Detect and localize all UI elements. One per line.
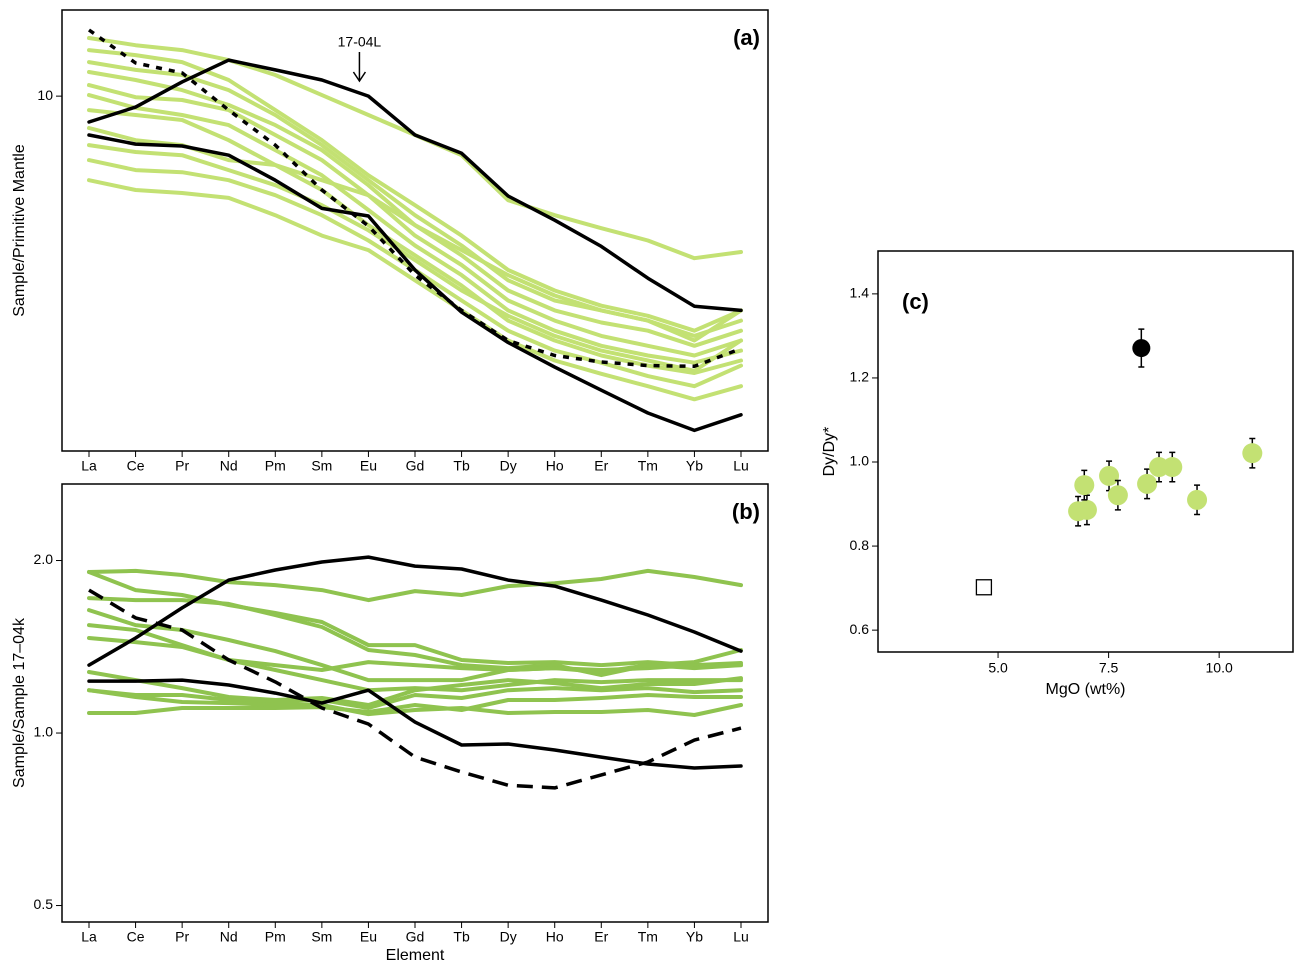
- y-tick-label: 0.6: [850, 621, 870, 637]
- sample-line: [87, 688, 743, 717]
- annotation-arrowhead: [352, 71, 367, 83]
- x-tick-label: La: [81, 929, 97, 945]
- plot-frame: [61, 9, 769, 452]
- sample-line: [87, 83, 743, 358]
- plot-frame: [877, 250, 1294, 653]
- x-axis-label: MgO (wt%): [1046, 681, 1126, 698]
- sample-line: [87, 570, 743, 668]
- sample-line: [87, 670, 743, 707]
- sample-line: [87, 93, 743, 365]
- sample-line: [87, 143, 743, 373]
- x-tick-label: Ho: [546, 929, 564, 945]
- x-tick-label: Yb: [686, 929, 703, 945]
- x-tick-label: Er: [594, 458, 608, 474]
- sample-line: [87, 693, 743, 715]
- x-tick-label: Tm: [638, 929, 658, 945]
- x-tick-label: Nd: [220, 458, 238, 474]
- y-tick-label: 2.0: [34, 551, 54, 567]
- point: [975, 579, 993, 596]
- x-tick-label: Nd: [220, 929, 238, 945]
- x-tick-label: Pm: [265, 458, 286, 474]
- reference-line: [87, 678, 743, 770]
- x-tick-label: Dy: [500, 929, 517, 945]
- point: [1137, 473, 1158, 494]
- y-tick-label: 1.0: [850, 453, 870, 469]
- point: [1074, 475, 1095, 496]
- reference-line: [87, 28, 742, 369]
- x-tick-label: Gd: [406, 929, 425, 945]
- x-tick-label: Tb: [453, 929, 470, 945]
- panel-label: (a): [733, 25, 760, 50]
- sample-line: [87, 48, 743, 333]
- sample-line: [87, 108, 743, 375]
- point: [1187, 489, 1208, 510]
- panel-label: (b): [732, 499, 760, 524]
- x-tick-label: Gd: [406, 458, 425, 474]
- x-tick-label: 7.5: [1099, 660, 1119, 676]
- sample-line: [87, 60, 743, 338]
- sample-line: [87, 70, 743, 348]
- plot-area: [87, 555, 743, 790]
- y-tick-label: 1.4: [850, 285, 870, 301]
- x-tick-label: Lu: [733, 458, 749, 474]
- y-tick-label: 1.0: [34, 724, 54, 740]
- reference-line: [87, 133, 743, 433]
- x-tick-label: Tb: [453, 458, 470, 474]
- y-tick-label: 0.8: [850, 537, 870, 553]
- x-tick-label: Lu: [733, 929, 749, 945]
- point: [1107, 485, 1128, 506]
- x-tick-label: Ho: [546, 458, 564, 474]
- sample-line: [87, 178, 743, 402]
- sample-line: [87, 686, 743, 710]
- x-tick-label: La: [81, 458, 97, 474]
- y-tick-label: 1.2: [850, 369, 870, 385]
- y-tick-label: 10: [37, 87, 53, 103]
- point: [1076, 499, 1097, 520]
- annotation: 17-04L: [338, 34, 382, 50]
- x-tick-label: 10.0: [1206, 660, 1233, 676]
- point: [1099, 465, 1120, 486]
- x-tick-label: Eu: [360, 929, 377, 945]
- x-tick-label: Sm: [311, 458, 332, 474]
- x-tick-label: Ce: [127, 458, 145, 474]
- y-axis-label: Dy/Dy*: [821, 427, 838, 477]
- y-axis-label: Sample/Primitive Mantle: [11, 144, 28, 317]
- y-axis-label: Sample/Sample 17–04k: [11, 617, 28, 788]
- x-tick-label: Pm: [265, 929, 286, 945]
- plot-area: [87, 28, 743, 433]
- reference-line: [87, 58, 743, 313]
- x-tick-label: Er: [594, 929, 608, 945]
- reference-line: [87, 555, 743, 667]
- x-tick-label: Dy: [500, 458, 517, 474]
- x-tick-label: Yb: [686, 458, 703, 474]
- point: [1162, 457, 1183, 478]
- y-tick-label: 0.5: [34, 896, 54, 912]
- x-tick-label: Pr: [175, 929, 189, 945]
- x-tick-label: Pr: [175, 458, 189, 474]
- x-axis-label: Element: [386, 947, 445, 964]
- x-tick-label: Eu: [360, 458, 377, 474]
- sample-line: [87, 623, 743, 693]
- point: [1132, 339, 1151, 358]
- x-tick-label: Sm: [311, 929, 332, 945]
- sample-line: [87, 568, 743, 603]
- x-tick-label: 5.0: [988, 660, 1008, 676]
- x-tick-label: Tm: [638, 458, 658, 474]
- panel-label: (c): [902, 289, 929, 314]
- point: [1242, 443, 1263, 464]
- plot-frame: [61, 483, 769, 923]
- x-tick-label: Ce: [127, 929, 145, 945]
